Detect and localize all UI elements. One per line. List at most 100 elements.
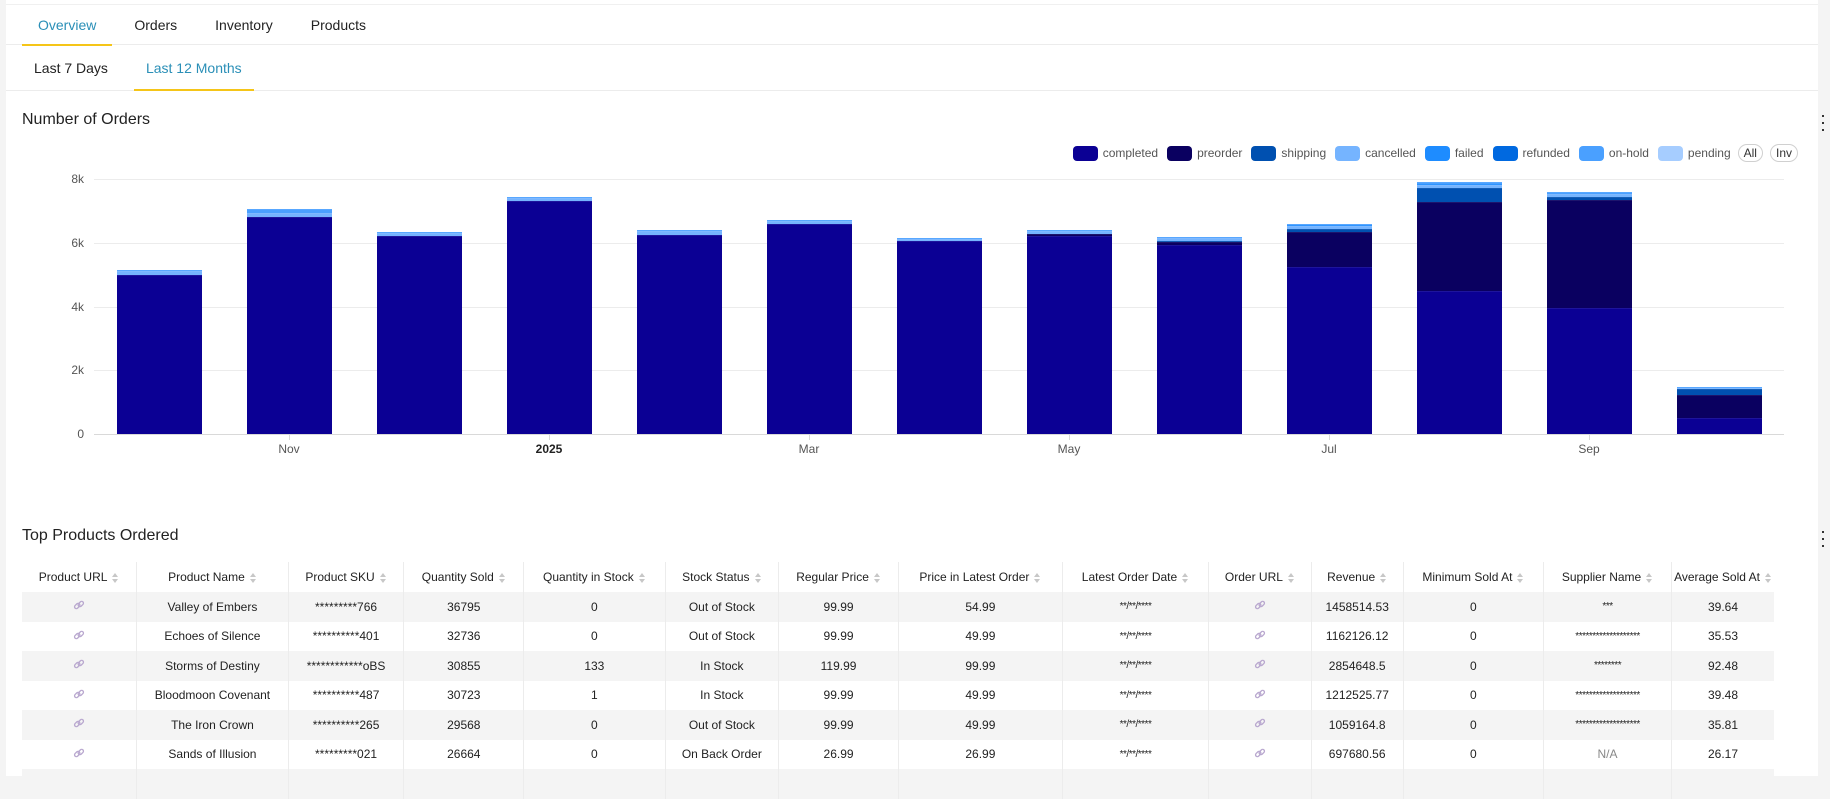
column-header-label: Latest Order Date: [1081, 570, 1178, 584]
link-icon[interactable]: [1254, 629, 1266, 644]
x-axis-tick-label: Nov: [278, 442, 300, 456]
bar-feb-2025[interactable]: [636, 229, 722, 434]
table-row[interactable]: Bloodmoon Covenant **********487 30723 1 In …: [22, 680, 1774, 710]
link-icon[interactable]: [1254, 717, 1266, 732]
legend-inv-button[interactable]: Inv: [1769, 144, 1798, 162]
link-icon[interactable]: [73, 688, 85, 703]
legend-item-pending[interactable]: pending: [1657, 145, 1731, 161]
column-header-product-sku[interactable]: Product SKU: [288, 562, 405, 592]
column-header-quantity-in-stock[interactable]: Quantity in Stock: [523, 562, 666, 592]
cell-average-sold-at: 26.17: [1671, 739, 1774, 769]
tab-orders[interactable]: Orders: [134, 17, 178, 33]
sort-icon[interactable]: [638, 572, 646, 583]
column-header-price-in-latest-order[interactable]: Price in Latest Order: [898, 562, 1063, 592]
column-header-latest-order-date[interactable]: Latest Order Date: [1062, 562, 1210, 592]
legend-all-button[interactable]: All: [1737, 144, 1763, 162]
orders-chart-menu-button[interactable]: [1818, 113, 1828, 133]
tab-products[interactable]: Products: [310, 17, 366, 33]
cell-empty: [665, 769, 780, 799]
bar-aug-2025[interactable]: [1416, 182, 1502, 434]
bar-dec-2024[interactable]: [376, 231, 462, 434]
cell-average-sold-at: 35.53: [1671, 621, 1774, 651]
legend-item-completed[interactable]: completed: [1072, 145, 1158, 161]
legend-item-shipping[interactable]: shipping: [1251, 145, 1326, 161]
top-products-menu-button[interactable]: [1818, 529, 1828, 549]
sort-icon[interactable]: [1764, 572, 1772, 583]
bar-segment-on-hold: [896, 237, 982, 239]
bar-mar-2025[interactable]: [766, 220, 852, 434]
bar-nov-2024[interactable]: [246, 209, 332, 434]
link-icon[interactable]: [1254, 599, 1266, 614]
link-icon[interactable]: [73, 747, 85, 762]
tab-last-7-days[interactable]: Last 7 Days: [34, 60, 108, 76]
legend-item-preorder[interactable]: preorder: [1167, 145, 1242, 161]
link-icon[interactable]: [1254, 688, 1266, 703]
link-icon[interactable]: [73, 629, 85, 644]
column-header-label: Supplier Name: [1561, 570, 1642, 584]
column-header-label: Stock Status: [682, 570, 750, 584]
bar-jun-2025[interactable]: [1156, 237, 1242, 434]
column-header-quantity-sold[interactable]: Quantity Sold: [403, 562, 525, 592]
column-header-regular-price[interactable]: Regular Price: [778, 562, 899, 592]
bar-segment-cancelled: [1156, 238, 1242, 242]
bar-oct-2024[interactable]: [116, 269, 202, 434]
cell-empty: [898, 769, 1063, 799]
column-header-minimum-sold-at[interactable]: Minimum Sold At: [1403, 562, 1545, 592]
column-header-product-name[interactable]: Product Name: [136, 562, 289, 592]
table-row[interactable]: The Iron Crown **********265 29568 0 Out of …: [22, 710, 1774, 740]
top-products-table-container: Product URL Product Name Product SKU Quanti…: [22, 562, 1774, 799]
bar-jan-2025[interactable]: [506, 196, 592, 434]
sort-icon[interactable]: [498, 572, 506, 583]
cell-latest-order-date: **/**/****: [1062, 739, 1210, 769]
sort-icon[interactable]: [1517, 572, 1524, 583]
sort-icon[interactable]: [873, 572, 881, 583]
cell-regular-price: 26.99: [778, 739, 899, 769]
x-axis-tick-mark: [1589, 435, 1590, 440]
column-header-supplier-name[interactable]: Supplier Name: [1543, 562, 1673, 592]
link-icon[interactable]: [1254, 658, 1266, 673]
sort-icon[interactable]: [112, 572, 119, 583]
cell-price-in-latest-order: 49.99: [898, 710, 1063, 740]
scrollbar[interactable]: [1818, 0, 1830, 776]
bar-oct-2025[interactable]: [1676, 387, 1762, 434]
bar-jul-2025[interactable]: [1286, 223, 1372, 434]
column-header-product-url[interactable]: Product URL: [22, 562, 138, 592]
sort-icon[interactable]: [754, 572, 762, 583]
bar-segment-shipping: [1286, 228, 1372, 232]
link-icon[interactable]: [73, 599, 85, 614]
table-row[interactable]: Echoes of Silence **********401 32736 0 Out …: [22, 621, 1774, 651]
bar-apr-2025[interactable]: [896, 237, 982, 434]
sort-icon[interactable]: [1287, 572, 1295, 583]
cell-product-url: [22, 651, 138, 681]
cell-price-in-latest-order: 26.99: [898, 739, 1063, 769]
column-header-revenue[interactable]: Revenue: [1311, 562, 1404, 592]
sort-icon[interactable]: [1182, 572, 1189, 583]
sort-icon[interactable]: [1646, 572, 1653, 583]
x-axis-tick-label: Sep: [1578, 442, 1600, 456]
legend-swatch: [1167, 145, 1193, 161]
legend-item-failed[interactable]: failed: [1424, 145, 1484, 161]
column-header-order-url[interactable]: Order URL: [1208, 562, 1312, 592]
sort-icon[interactable]: [249, 572, 257, 583]
table-row[interactable]: Sands of Illusion *********021 26664 0 On Ba…: [22, 739, 1774, 769]
table-row[interactable]: Valley of Embers *********766 36795 0 Out of…: [22, 592, 1774, 622]
sort-icon[interactable]: [1380, 572, 1387, 583]
link-icon[interactable]: [1254, 747, 1266, 762]
link-icon[interactable]: [73, 717, 85, 732]
bar-may-2025[interactable]: [1026, 230, 1112, 434]
tab-overview[interactable]: Overview: [22, 5, 113, 46]
link-icon[interactable]: [73, 658, 85, 673]
sort-icon[interactable]: [379, 572, 387, 583]
bar-segment-cancelled: [896, 238, 982, 242]
legend-item-refunded[interactable]: refunded: [1492, 145, 1570, 161]
sort-icon[interactable]: [1034, 572, 1041, 583]
table-row[interactable]: Storms of Destiny ************oBS 30855 133…: [22, 651, 1774, 681]
legend-item-on-hold[interactable]: on-hold: [1578, 145, 1649, 161]
bar-sep-2025[interactable]: [1546, 192, 1632, 434]
bar-segment-completed: [766, 223, 852, 434]
column-header-stock-status[interactable]: Stock Status: [665, 562, 780, 592]
column-header-average-sold-at[interactable]: Average Sold At: [1671, 562, 1774, 592]
legend-item-cancelled[interactable]: cancelled: [1335, 145, 1416, 161]
tab-last-12-months[interactable]: Last 12 Months: [133, 46, 254, 91]
tab-inventory[interactable]: Inventory: [215, 17, 273, 33]
